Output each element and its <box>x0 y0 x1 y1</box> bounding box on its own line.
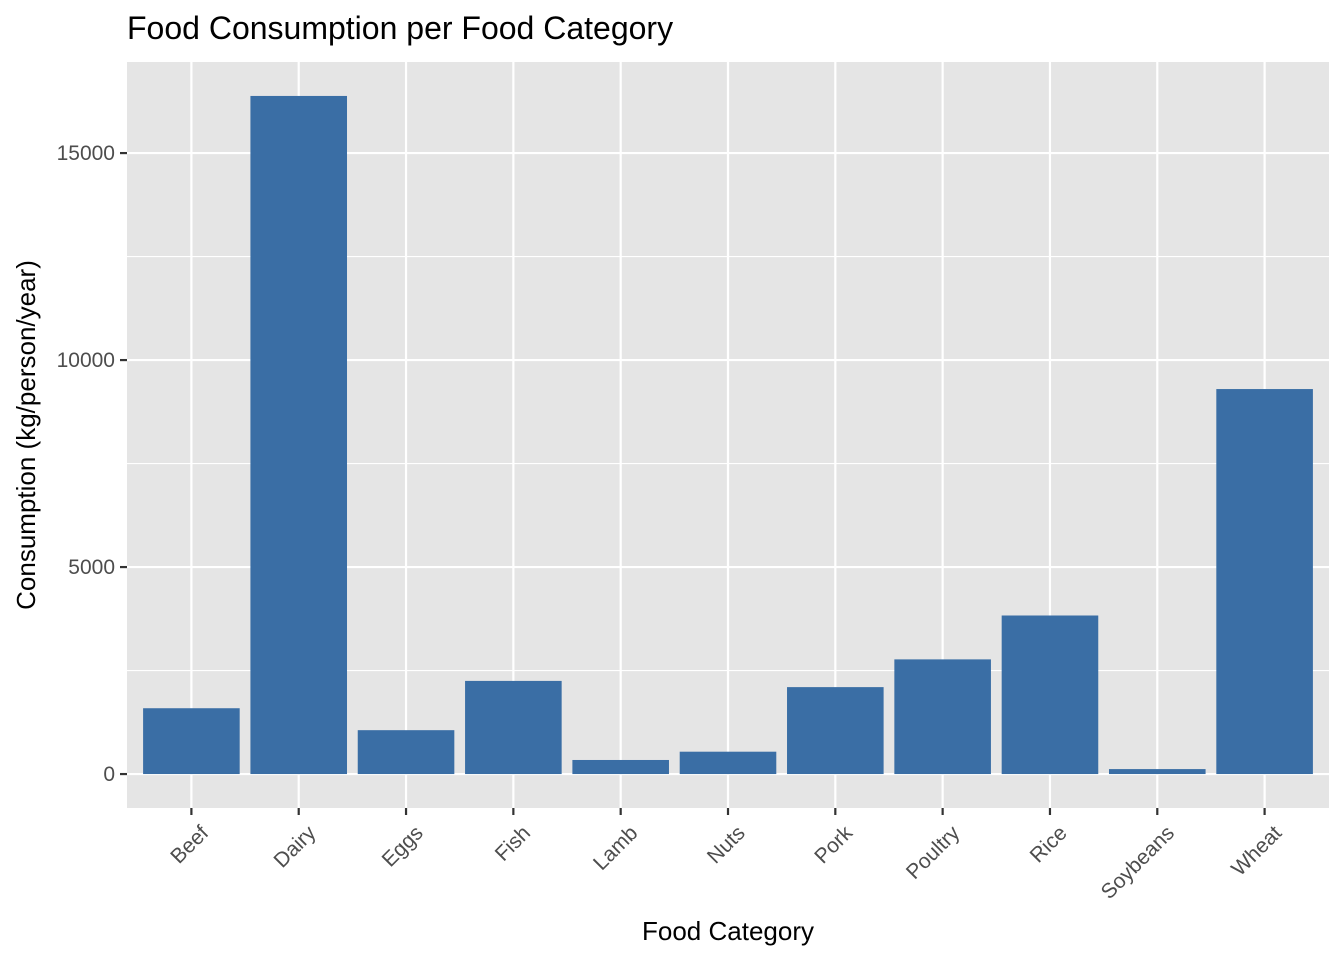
bar-fish <box>465 680 562 775</box>
y-tick-label: 15000 <box>57 142 115 165</box>
bars <box>143 95 1313 775</box>
x-axis-title: Food Category <box>642 916 814 946</box>
x-tick-label: Nuts <box>703 821 750 868</box>
x-tick-label: Poultry <box>902 821 965 884</box>
x-axis: Beef Dairy Eggs Fish Lamb Nuts Pork Poultry Rice… <box>166 808 1286 904</box>
y-tick-label: 0 <box>103 763 115 786</box>
y-axis-title: Consumption (kg/person/year) <box>11 260 41 610</box>
x-tick-label: Beef <box>166 821 213 868</box>
x-tick-label: Pork <box>810 821 857 868</box>
x-tick-label: Lamb <box>589 821 642 874</box>
x-tick-label: Wheat <box>1227 821 1286 880</box>
bar-wheat <box>1216 389 1313 775</box>
chart-title: Food Consumption per Food Category <box>127 10 673 46</box>
bar-lamb <box>572 759 669 775</box>
y-tick-label: 5000 <box>68 556 115 579</box>
x-tick-label: Fish <box>491 821 535 865</box>
x-tick-label: Dairy <box>270 821 321 872</box>
x-tick-label: Soybeans <box>1097 821 1179 903</box>
bar-soybeans <box>1108 769 1206 775</box>
bar-pork <box>787 687 884 775</box>
x-tick-label: Rice <box>1026 821 1072 867</box>
bar-rice <box>1001 615 1099 775</box>
bar-poultry <box>894 659 991 775</box>
bar-nuts <box>679 751 777 775</box>
x-tick-label: Eggs <box>378 821 428 871</box>
bar-eggs <box>357 730 455 775</box>
y-tick-label: 10000 <box>57 349 115 372</box>
bar-dairy <box>250 95 348 775</box>
bar-beef <box>143 708 240 775</box>
y-axis: 0 5000 10000 15000 <box>57 142 127 786</box>
